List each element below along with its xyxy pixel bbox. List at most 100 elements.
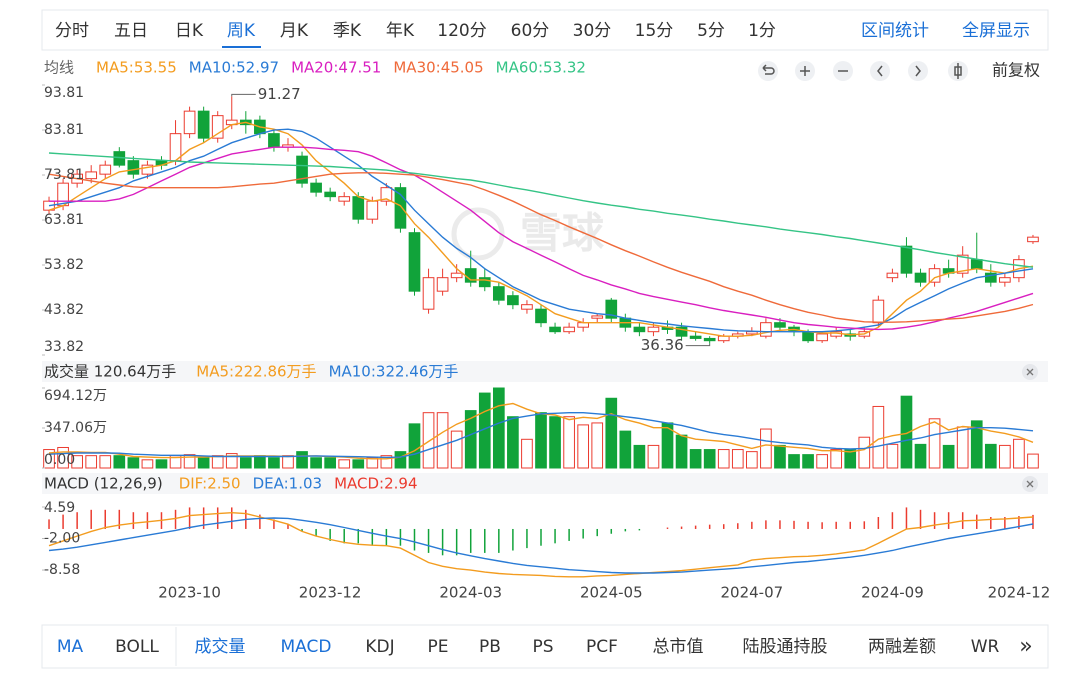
ma-line [48, 121, 1034, 337]
indicator-tab[interactable]: KDJ [365, 637, 394, 657]
candle-body [394, 187, 407, 229]
volume-bar [900, 395, 913, 469]
period-tab[interactable]: 日K [175, 21, 204, 41]
volume-bar [282, 455, 294, 469]
candle-body [928, 268, 941, 283]
toolbar-action[interactable]: 区间统计 [861, 21, 929, 41]
volume-bar [99, 455, 112, 469]
chart-controls [758, 61, 968, 81]
period-tab[interactable]: 年K [386, 21, 415, 41]
legend-entry: MA30:45.05 [393, 59, 483, 77]
ma-line [48, 412, 1034, 459]
volume-bar [703, 449, 716, 469]
y-tick-label: 694.12万 [44, 388, 107, 404]
period-tab[interactable]: 30分 [573, 21, 612, 41]
more-tabs[interactable]: » [1019, 634, 1032, 659]
volume-bar [886, 443, 899, 469]
indicator-tab[interactable]: BOLL [115, 637, 159, 657]
candle-body [774, 322, 786, 328]
period-tab[interactable]: 月K [280, 21, 309, 41]
legend-entry: MACD (12,26,9) [44, 475, 163, 493]
ma-line [48, 511, 1034, 578]
candle-body [872, 299, 885, 324]
period-tab[interactable]: 15分 [635, 21, 674, 41]
indicator-tab[interactable]: MACD [281, 637, 332, 657]
volume-bar [268, 457, 280, 469]
candle-body [141, 164, 154, 175]
volume-bar [422, 412, 435, 469]
candle-body [760, 322, 772, 337]
close-icon [1026, 480, 1034, 488]
ma-line [48, 128, 1034, 333]
right-button[interactable] [908, 61, 928, 81]
undo-icon [762, 64, 775, 75]
volume-bar [296, 451, 308, 469]
volume-bar [535, 412, 547, 469]
ma-line [48, 152, 1034, 268]
candle-body [535, 308, 547, 324]
y-tick-label: 73.81 [44, 167, 84, 183]
period-tab-active[interactable]: 周K [227, 21, 256, 41]
candle-body [703, 337, 716, 342]
low-pointer [685, 343, 711, 347]
right-icon [915, 65, 921, 77]
indicator-tab[interactable]: MA [57, 637, 84, 657]
candle-body [127, 160, 140, 175]
indicator-tab[interactable]: 成交量 [195, 637, 246, 657]
legend-entry: DEA:1.03 [253, 475, 322, 493]
indicator-tab[interactable]: 两融差额 [868, 637, 936, 657]
volume-bar [71, 455, 83, 469]
candle-body [900, 245, 913, 274]
volume-bar [774, 444, 786, 469]
period-tab[interactable]: 1分 [748, 21, 776, 41]
candle-body [380, 187, 393, 202]
volume-bar [872, 405, 885, 469]
indicator-tab[interactable]: PCF [586, 637, 618, 657]
high-label: 91.27 [258, 85, 301, 103]
legend-entry: MA5:53.55 [96, 59, 177, 77]
volume-bar [591, 422, 604, 469]
indicator-tab[interactable]: WR [971, 637, 1000, 657]
y-tick-label: 83.81 [44, 122, 84, 138]
candle-body [296, 155, 308, 184]
toolbar-action[interactable]: 全屏显示 [962, 21, 1030, 41]
low-label: 36.36 [641, 336, 684, 354]
volume-bar [802, 454, 814, 469]
indicator-tab[interactable]: PB [479, 637, 501, 657]
indicator-tab[interactable]: 总市值 [653, 637, 704, 657]
period-tab[interactable]: 季K [333, 21, 362, 41]
candle-body [99, 164, 112, 175]
candle-body [492, 286, 505, 301]
candle-body [816, 333, 828, 342]
y-tick-label: 43.82 [44, 302, 84, 318]
candle-body [689, 335, 702, 339]
ma-line [48, 172, 1034, 323]
indicator-tab[interactable]: PE [428, 637, 449, 657]
period-tab[interactable]: 分时 [55, 21, 89, 41]
volume-bar [788, 454, 800, 469]
candle-body [310, 182, 322, 193]
indicator-tab[interactable]: 陆股通持股 [743, 637, 828, 657]
candle-body [970, 259, 983, 270]
period-tab[interactable]: 五日 [114, 21, 148, 41]
indicator-tab[interactable]: PS [532, 637, 553, 657]
volume-header-band [42, 361, 1048, 382]
period-tab[interactable]: 60分 [511, 21, 550, 41]
ma-line [49, 146, 1034, 331]
volume-bar [464, 410, 477, 469]
period-tab[interactable]: 120分 [437, 21, 486, 41]
adjust-mode[interactable]: 前复权 [992, 61, 1040, 80]
y-tick-label: 0.00 [44, 452, 75, 468]
undo-button[interactable] [758, 61, 778, 81]
left-button[interactable] [870, 61, 890, 81]
volume-bar [436, 412, 449, 469]
volume-bar [563, 416, 575, 469]
volume-bar [942, 444, 955, 469]
candle-body [521, 304, 533, 310]
period-tab[interactable]: 5分 [697, 21, 725, 41]
volume-bar [970, 420, 983, 469]
x-tick-label: 2024-12 [988, 584, 1051, 602]
candle-body [169, 133, 182, 162]
candle-body [647, 326, 660, 333]
